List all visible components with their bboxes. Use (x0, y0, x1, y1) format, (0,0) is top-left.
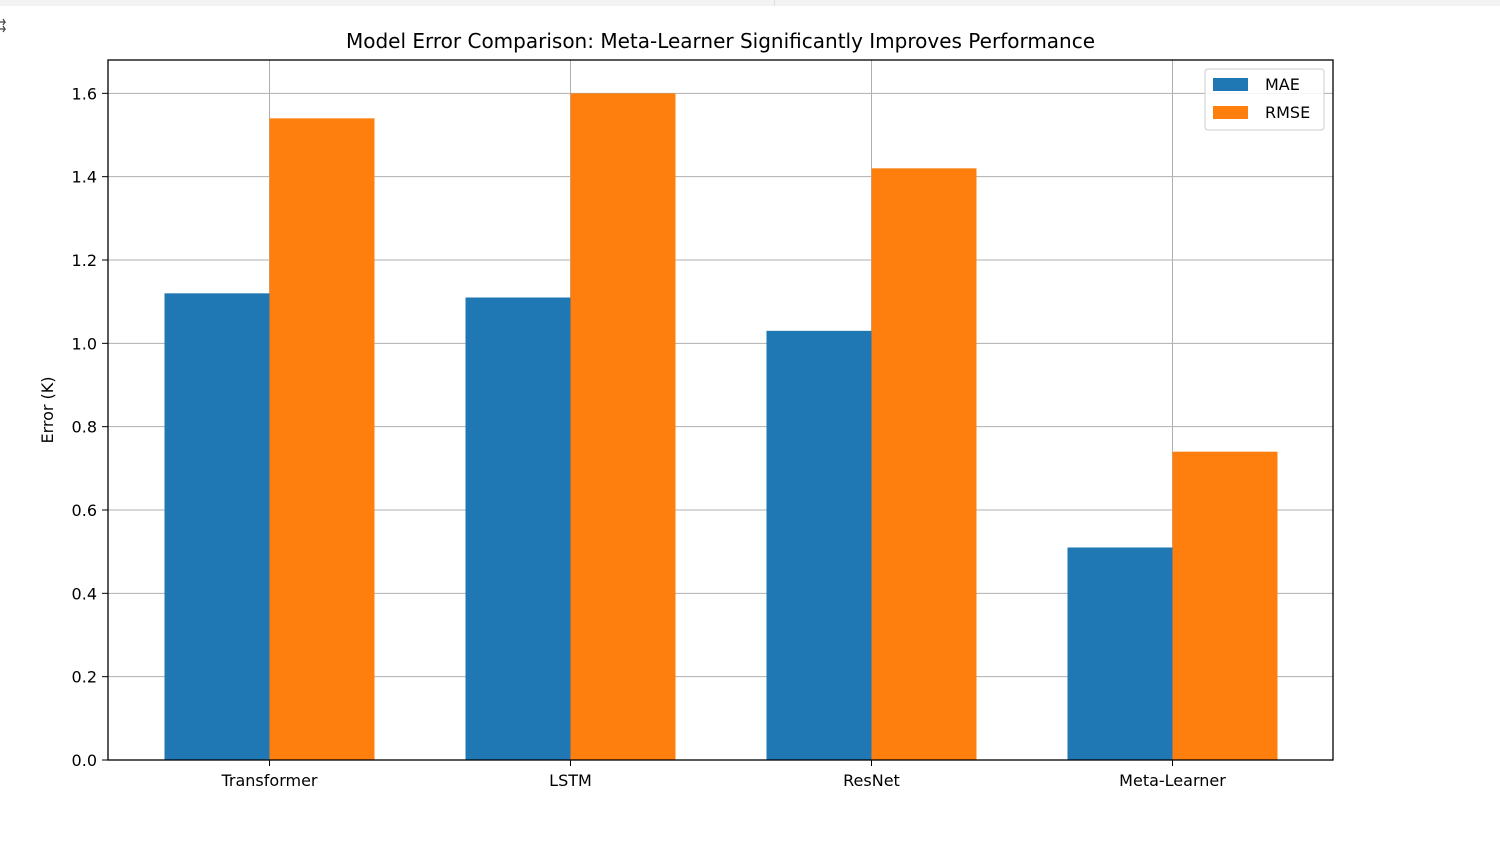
bar-mae-lstm (465, 297, 571, 760)
cell-divider-strip (0, 0, 1500, 6)
legend-swatch-rmse (1213, 106, 1248, 119)
x-tick-label: Meta-Learner (1119, 771, 1226, 790)
y-tick-label: 0.6 (72, 501, 97, 520)
bar-mae-transformer (164, 293, 270, 760)
legend-label-rmse: RMSE (1265, 103, 1310, 122)
y-tick-label: 0.8 (72, 418, 97, 437)
y-tick-label: 0.0 (72, 751, 97, 770)
x-tick-label: LSTM (549, 771, 592, 790)
y-tick-label: 0.4 (72, 584, 97, 603)
bar-rmse-lstm (570, 93, 676, 761)
y-tick-label: 1.4 (72, 168, 97, 187)
y-tick-label: 0.2 (72, 668, 97, 687)
chart-title: Model Error Comparison: Meta-Learner Sig… (346, 29, 1095, 53)
ticks-layer: 0.0 0.2 0.4 0.6 0.8 1.0 1.2 1.4 1.6 Transformer LS… (72, 84, 1227, 790)
legend: MAE RMSE (1204, 68, 1325, 131)
y-tick-label: 1.0 (72, 334, 97, 353)
bar-mae-resnet (766, 330, 872, 760)
bar-rmse-transformer (269, 118, 375, 761)
y-tick-label: 1.6 (72, 84, 97, 103)
bars-layer (164, 93, 1278, 761)
bar-rmse-resnet (871, 168, 977, 761)
output-expand-icon[interactable] (0, 18, 10, 38)
bar-rmse-meta-learner (1172, 451, 1278, 760)
legend-label-mae: MAE (1265, 75, 1300, 94)
x-tick-label: Transformer (220, 771, 317, 790)
y-tick-label: 1.2 (72, 251, 97, 270)
y-axis-label: Error (K) (38, 376, 57, 443)
x-tick-label: ResNet (843, 771, 900, 790)
axes-frame (107, 59, 1334, 761)
legend-swatch-mae (1213, 78, 1248, 91)
cell-divider-line (774, 0, 775, 6)
bar-mae-meta-learner (1067, 547, 1173, 760)
